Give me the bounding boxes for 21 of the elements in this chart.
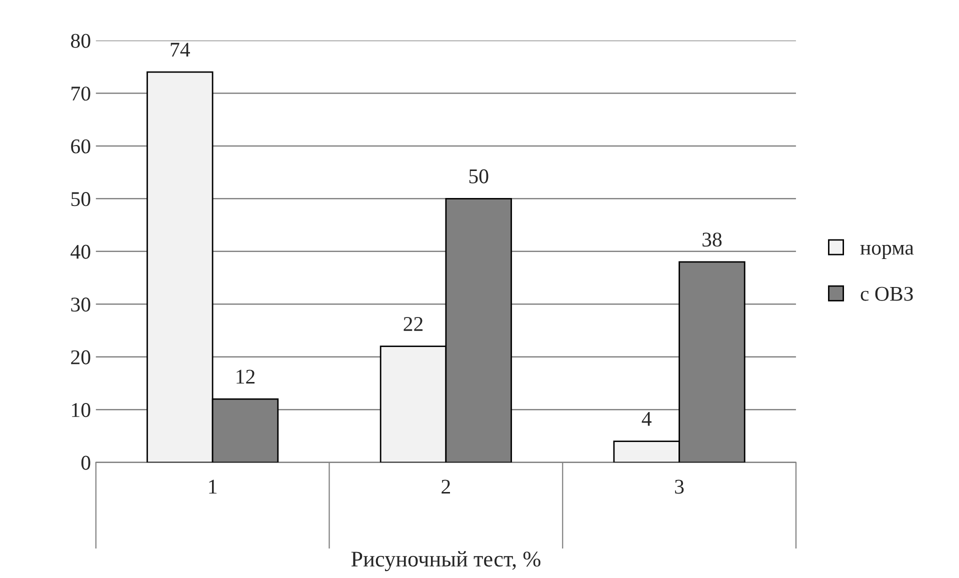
y-tick-label: 10 xyxy=(72,403,90,418)
y-tick-label: 70 xyxy=(72,86,90,101)
x-tick-label: 3 xyxy=(675,480,684,494)
data-label: 4 xyxy=(642,412,652,426)
data-label: 74 xyxy=(170,42,190,57)
legend-label: с ОВЗ xyxy=(860,286,913,301)
y-tick-label: 0 xyxy=(81,456,90,470)
legend-label: норма xyxy=(860,244,914,259)
x-tick-label: 1 xyxy=(209,480,217,494)
y-tick-label: 80 xyxy=(71,34,90,48)
x-axis-title: Рисуночный тест, % xyxy=(351,551,540,572)
data-label: 12 xyxy=(236,370,255,384)
x-tick-label: 2 xyxy=(442,480,450,494)
y-tick-label: 40 xyxy=(70,244,90,259)
y-tick-label: 20 xyxy=(71,350,90,364)
data-label: 50 xyxy=(469,169,488,184)
data-label: 22 xyxy=(404,317,423,331)
y-tick-label: 50 xyxy=(71,192,90,206)
data-label: 38 xyxy=(702,232,722,247)
y-tick-label: 30 xyxy=(71,298,90,312)
y-tick-label: 60 xyxy=(71,139,90,154)
